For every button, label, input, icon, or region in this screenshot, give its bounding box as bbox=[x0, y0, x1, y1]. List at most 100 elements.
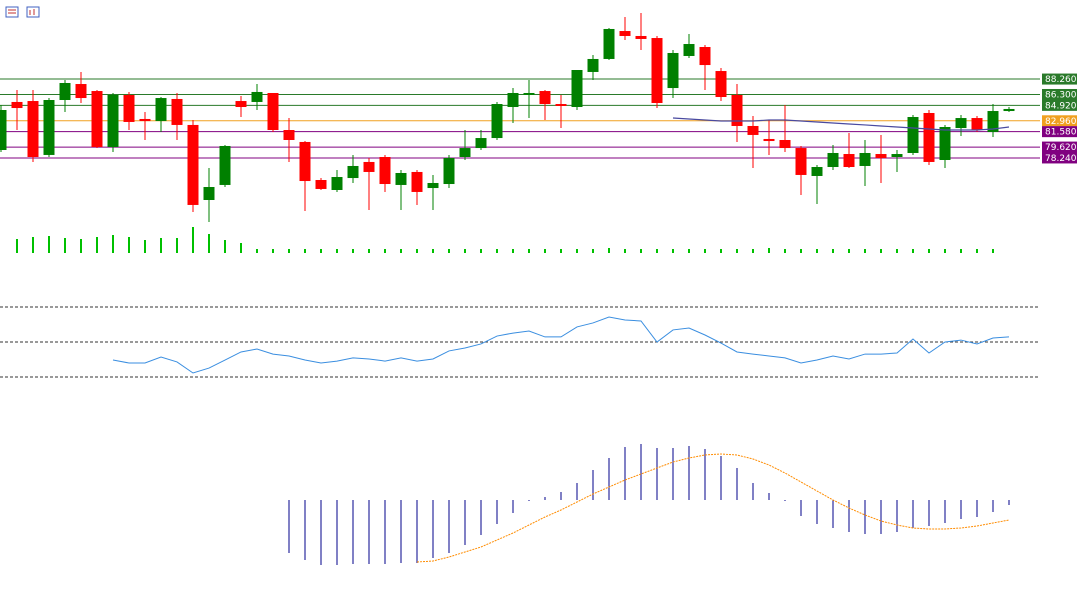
volume-bar bbox=[784, 249, 786, 253]
volume-bar bbox=[240, 243, 242, 253]
candle-body bbox=[731, 94, 743, 126]
volume-bar bbox=[32, 237, 34, 253]
candle-body bbox=[779, 140, 791, 149]
candle-body bbox=[459, 148, 471, 158]
candle-body bbox=[27, 101, 39, 158]
volume-bar bbox=[560, 249, 562, 253]
volume-bar bbox=[672, 249, 674, 253]
level-label: 84.920 bbox=[1045, 101, 1077, 111]
candle-body bbox=[139, 118, 151, 122]
volume-bar bbox=[80, 239, 82, 253]
volume-bar bbox=[208, 234, 210, 253]
candle-body bbox=[875, 154, 887, 159]
volume-bar bbox=[688, 249, 690, 253]
candle-body bbox=[635, 35, 647, 39]
candle-body bbox=[811, 167, 823, 176]
volume-bar bbox=[896, 249, 898, 253]
volume-bar bbox=[144, 240, 146, 253]
volume-bar bbox=[112, 235, 114, 253]
candle-body bbox=[155, 98, 167, 122]
candle-body bbox=[619, 31, 631, 36]
volume-bar bbox=[592, 249, 594, 253]
volume-bar bbox=[288, 249, 290, 253]
volume-bar bbox=[224, 240, 226, 253]
candle-body bbox=[43, 100, 55, 155]
volume-bar bbox=[800, 249, 802, 253]
candle-body bbox=[11, 101, 23, 109]
volume-bar bbox=[960, 249, 962, 253]
candle-body bbox=[91, 91, 103, 148]
volume-bar bbox=[160, 238, 162, 253]
candle-body bbox=[859, 152, 871, 166]
level-label: 86.300 bbox=[1045, 90, 1077, 100]
candle-body bbox=[267, 92, 279, 130]
candle-body bbox=[891, 154, 903, 158]
candle-body bbox=[923, 112, 935, 162]
volume-bar bbox=[432, 249, 434, 253]
candle-body bbox=[411, 171, 423, 192]
volume-bar bbox=[992, 249, 994, 253]
candle-body bbox=[299, 141, 311, 182]
candle-body bbox=[539, 91, 551, 105]
level-label: 88.260 bbox=[1045, 75, 1077, 85]
volume-bar bbox=[608, 248, 610, 253]
volume-bar bbox=[176, 238, 178, 253]
volume-bar bbox=[384, 249, 386, 253]
candle-body bbox=[907, 117, 919, 153]
volume-bar bbox=[544, 249, 546, 253]
icon-chart[interactable] bbox=[26, 6, 40, 18]
volume-bar bbox=[752, 249, 754, 253]
volume-bar bbox=[64, 238, 66, 253]
candle-body bbox=[827, 152, 839, 168]
volume-bar bbox=[576, 249, 578, 253]
candle-body bbox=[715, 71, 727, 98]
candle-body bbox=[603, 28, 615, 59]
volume-bar bbox=[720, 249, 722, 253]
candle-body bbox=[203, 187, 215, 200]
candle-body bbox=[475, 138, 487, 149]
volume-bar bbox=[416, 249, 418, 253]
candle-body bbox=[1003, 108, 1015, 112]
level-label-bg bbox=[1042, 115, 1077, 127]
candle-body bbox=[107, 94, 119, 148]
volume-bar bbox=[880, 249, 882, 253]
candle-body bbox=[523, 92, 535, 95]
volume-bar bbox=[128, 237, 130, 253]
candle-body bbox=[955, 118, 967, 129]
volume-bar bbox=[976, 249, 978, 253]
volume-bar bbox=[400, 249, 402, 253]
candle-body bbox=[427, 182, 439, 189]
volume-bar bbox=[944, 249, 946, 253]
candle-body bbox=[123, 94, 135, 122]
volume-bar bbox=[304, 249, 306, 253]
level-label-bg bbox=[1042, 126, 1077, 138]
volume-bar bbox=[928, 249, 930, 253]
level-label-bg bbox=[1042, 88, 1077, 100]
candle-body bbox=[0, 110, 7, 150]
candle-body bbox=[187, 124, 199, 205]
candle-body bbox=[971, 118, 983, 130]
volume-bar bbox=[336, 249, 338, 253]
volume-bar bbox=[480, 249, 482, 253]
volume-bar bbox=[192, 227, 194, 253]
icon-list[interactable] bbox=[5, 6, 19, 18]
candle-body bbox=[315, 180, 327, 189]
candle-body bbox=[667, 52, 679, 89]
candle-body bbox=[395, 172, 407, 185]
volume-bar bbox=[528, 249, 530, 253]
macd-signal bbox=[416, 453, 1010, 563]
candle-body bbox=[379, 157, 391, 185]
volume-bar bbox=[368, 249, 370, 253]
volume-bar bbox=[272, 249, 274, 253]
volume-bar bbox=[656, 249, 658, 253]
moving-average bbox=[672, 117, 1010, 131]
volume-bar bbox=[704, 249, 706, 253]
candle-body bbox=[331, 177, 343, 190]
volume-bar bbox=[736, 249, 738, 253]
volume-bar bbox=[848, 249, 850, 253]
candle-body bbox=[347, 165, 359, 179]
candle-body bbox=[555, 104, 567, 106]
level-label-bg bbox=[1042, 141, 1077, 153]
volume-bar bbox=[320, 249, 322, 253]
